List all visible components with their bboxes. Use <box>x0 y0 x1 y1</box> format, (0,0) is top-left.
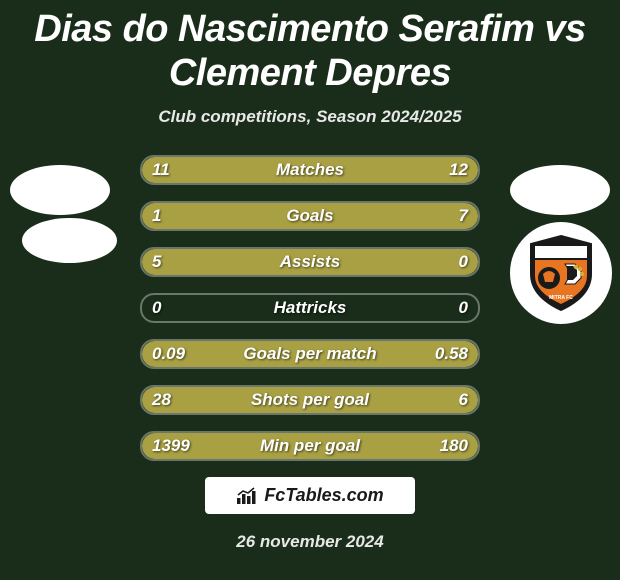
stat-label: Min per goal <box>140 431 480 461</box>
stat-label: Assists <box>140 247 480 277</box>
stats-container: Matches1112Goals17Assists50Hattricks00Go… <box>140 155 480 461</box>
player2-club-logo: MITRA FC <box>510 222 612 324</box>
stat-value-left: 28 <box>152 385 171 415</box>
stat-value-left: 11 <box>152 155 170 185</box>
stat-value-right: 7 <box>459 201 468 231</box>
stat-label: Shots per goal <box>140 385 480 415</box>
subtitle: Club competitions, Season 2024/2025 <box>0 107 620 127</box>
stat-value-right: 12 <box>449 155 468 185</box>
brand-text: FcTables.com <box>264 485 383 506</box>
stat-value-left: 1 <box>152 201 161 231</box>
stat-row: Matches11 12 <box>140 155 480 185</box>
stat-value-right: 0 <box>459 293 468 323</box>
stat-row: Goals per match0.09 0.58 <box>140 339 480 369</box>
player1-avatar-top <box>10 165 110 215</box>
svg-text:MITRA FC: MITRA FC <box>549 295 573 301</box>
player2-avatar-top <box>510 165 610 215</box>
stat-label: Goals per match <box>140 339 480 369</box>
chart-icon <box>236 487 258 505</box>
stat-label: Matches <box>140 155 480 185</box>
brand-badge: FcTables.com <box>205 477 415 514</box>
date-text: 26 november 2024 <box>0 532 620 552</box>
stat-value-right: 0.58 <box>435 339 468 369</box>
stat-row: Hattricks0 0 <box>140 293 480 323</box>
stat-value-left: 1399 <box>152 431 190 461</box>
stat-value-left: 5 <box>152 247 161 277</box>
player1-avatar-bottom <box>22 218 117 263</box>
stat-row: Goals1 7 <box>140 201 480 231</box>
stat-row: Shots per goal28 6 <box>140 385 480 415</box>
shield-icon: MITRA FC <box>525 234 597 312</box>
stat-label: Goals <box>140 201 480 231</box>
stat-row: Assists5 0 <box>140 247 480 277</box>
stat-value-left: 0 <box>152 293 161 323</box>
page-title: Dias do Nascimento Serafim vs Clement De… <box>0 0 620 95</box>
stat-value-right: 6 <box>459 385 468 415</box>
stat-row: Min per goal1399 180 <box>140 431 480 461</box>
stat-value-left: 0.09 <box>152 339 185 369</box>
stat-value-right: 0 <box>459 247 468 277</box>
stat-value-right: 180 <box>440 431 468 461</box>
stat-label: Hattricks <box>140 293 480 323</box>
